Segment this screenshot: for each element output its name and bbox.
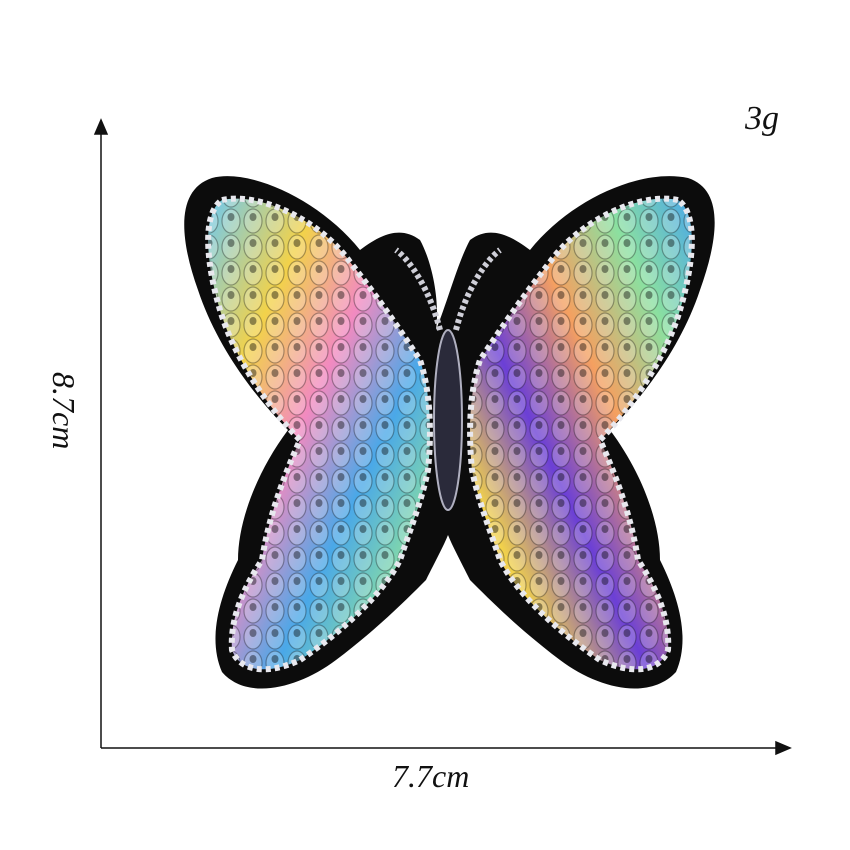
height-arrow-icon xyxy=(95,120,107,134)
butterfly-body xyxy=(434,330,462,510)
width-arrow-icon xyxy=(776,742,790,754)
width-label: 7.7cm xyxy=(392,758,469,795)
butterfly-sequin-patch-icon xyxy=(184,176,714,688)
weight-label: 3g xyxy=(745,100,779,138)
height-label: 8.7cm xyxy=(45,372,82,449)
